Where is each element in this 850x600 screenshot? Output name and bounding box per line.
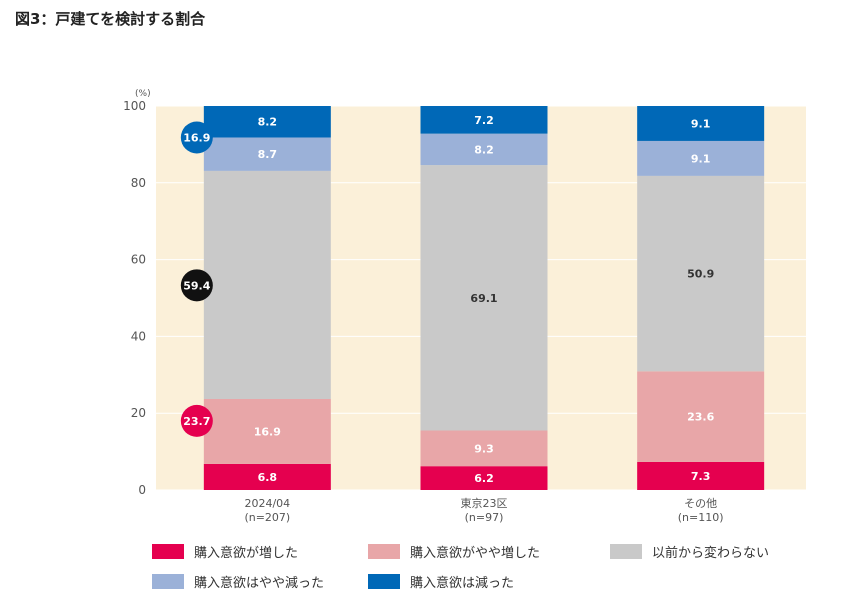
bar-value-label: 9.1 [691, 152, 711, 165]
bar-segment [203, 463, 331, 490]
legend-label: 購入意欲は減った [410, 576, 515, 591]
x-tick-label: 東京23区 [461, 496, 508, 510]
y-tick-label: 40 [131, 329, 146, 343]
bar-segment [203, 106, 331, 138]
bar-value-label: 8.7 [258, 148, 278, 161]
bar-segment [637, 140, 765, 176]
summary-badge [180, 269, 213, 302]
y-tick-label: 20 [131, 406, 146, 420]
legend-item-slightly-decreased: 購入意欲はやや減った [152, 572, 324, 591]
summary-badge [180, 404, 213, 437]
bar-segment [203, 137, 331, 171]
bar-segment [637, 371, 765, 462]
summary-badge-label: 23.7 [183, 415, 210, 428]
legend-label: 以前から変わらない [652, 546, 770, 561]
bar-segment [420, 165, 548, 431]
y-tick-label: 0 [138, 483, 146, 497]
x-tick-sublabel: (n=110) [678, 511, 724, 524]
legend-swatch [368, 574, 400, 589]
bar-segment [420, 106, 548, 134]
bar-value-label: 8.2 [258, 116, 278, 129]
legend-swatch [152, 544, 184, 559]
legend-label: 購入意欲はやや減った [194, 576, 325, 591]
bar-value-label: 7.3 [691, 470, 711, 483]
bar-value-label: 6.8 [258, 471, 278, 484]
legend-item-unchanged: 以前から変わらない [610, 542, 769, 561]
y-unit-label: (%) [135, 89, 151, 99]
bar-segment [637, 175, 765, 372]
bar-segment [637, 106, 765, 141]
bar-value-label: 9.3 [474, 442, 494, 455]
legend-swatch [152, 574, 184, 589]
legend-swatch [368, 544, 400, 559]
x-tick-label: その他 [684, 497, 717, 510]
x-tick-sublabel: (n=97) [465, 511, 504, 524]
bar-value-label: 50.9 [687, 268, 714, 281]
bar-value-label: 7.2 [474, 114, 494, 127]
chart-title: 図3：戸建てを検討する割合 [15, 10, 206, 28]
legend-item-increased: 購入意欲が増した [152, 542, 298, 561]
bar-value-label: 69.1 [470, 292, 497, 305]
y-tick-label: 60 [131, 253, 146, 267]
bar-value-label: 16.9 [254, 425, 281, 438]
y-tick-label: 80 [131, 176, 146, 190]
bar-segment [203, 398, 331, 464]
bar-value-label: 6.2 [474, 472, 494, 485]
bar-value-label: 23.6 [687, 411, 714, 424]
bar-value-label: 9.1 [691, 117, 711, 130]
legend-label: 購入意欲がやや増した [410, 546, 541, 561]
bar-segment [420, 466, 548, 490]
summary-badge [180, 121, 213, 154]
bar-segment [637, 461, 765, 490]
bar-segment [203, 170, 331, 399]
summary-badge-label: 16.9 [183, 131, 210, 144]
x-tick-label: 2024/04 [244, 497, 290, 510]
x-tick-sublabel: (n=207) [244, 511, 290, 524]
legend-item-decreased: 購入意欲は減った [368, 572, 514, 591]
legend-swatch [610, 544, 642, 559]
legend-item-slightly-increased: 購入意欲がやや増した [368, 542, 540, 561]
bar-segment [420, 133, 548, 166]
bar-value-label: 8.2 [474, 143, 494, 156]
bar-segment [420, 430, 548, 467]
summary-badge-label: 59.4 [183, 279, 210, 292]
y-tick-label: 100 [123, 99, 146, 113]
legend-label: 購入意欲が増した [194, 546, 299, 561]
